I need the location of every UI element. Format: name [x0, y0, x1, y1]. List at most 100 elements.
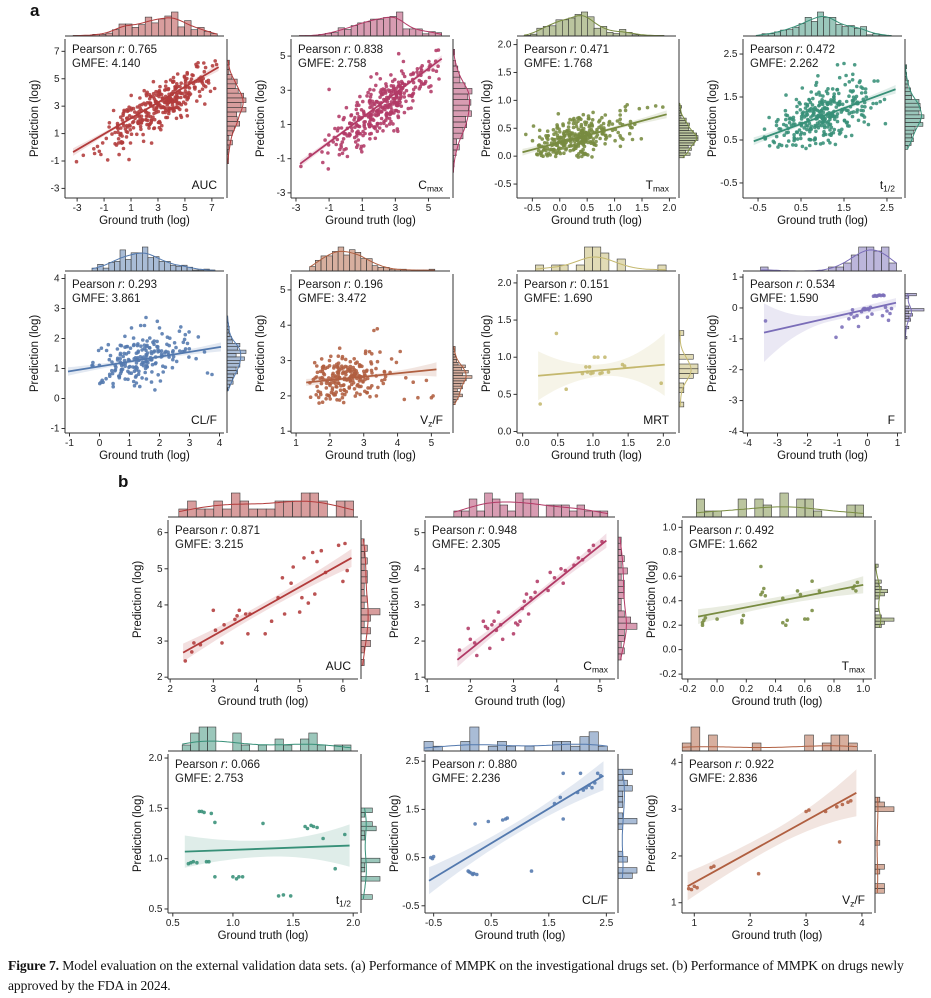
variable-label: AUC: [192, 178, 218, 192]
top-kde-curve: [309, 250, 435, 271]
stats-gmfe: GMFE: 2.236: [432, 773, 500, 785]
svg-text:4: 4: [395, 438, 401, 449]
stats-gmfe: GMFE: 3.472: [298, 293, 366, 305]
stats-pearson: Pearson r: 0.871: [175, 525, 260, 537]
jointplot-b-tmax: -0.2 0.0 0.2 0.4 0.6 0.8 1.0 -0.2 0.0 0.2 0.4 0.6 0.…: [646, 492, 895, 708]
jointplot-b-vzf: 1 2 3 4 1 2 3 4 Ground truth (log) Prediction (lo…: [646, 726, 895, 942]
svg-text:4: 4: [414, 564, 420, 575]
subplot-b-thalf: 0.5 1.0 1.5 2.0 0.5 1.0 1.5 2.0 Ground truth (lo…: [128, 721, 385, 956]
regression-line: [763, 301, 897, 334]
stats-pearson: Pearson r: 0.196: [298, 279, 383, 291]
svg-text:-1: -1: [65, 438, 74, 449]
svg-text:2.5: 2.5: [599, 918, 613, 929]
top-histogram: [523, 11, 665, 37]
svg-text:-3: -3: [729, 396, 738, 407]
svg-text:4: 4: [54, 274, 60, 285]
variable-label: t1/2: [336, 893, 351, 909]
svg-text:2.5: 2.5: [406, 756, 420, 767]
scatter-points: [299, 48, 441, 171]
svg-text:1.5: 1.5: [286, 918, 300, 929]
x-axis-label: Ground truth (log): [99, 450, 190, 462]
stats-gmfe: GMFE: 1.690: [524, 293, 592, 305]
svg-text:1.5: 1.5: [149, 803, 163, 814]
x-axis-label: Ground truth (log): [732, 696, 823, 708]
subplot-b-vzf: 1 2 3 4 1 2 3 4 Ground truth (log) Prediction (lo…: [642, 721, 899, 956]
x-axis-label: Ground truth (log): [325, 215, 416, 227]
right-histogram: [617, 536, 638, 661]
stats-gmfe: GMFE: 2.753: [175, 773, 243, 785]
svg-text:3: 3: [393, 203, 399, 214]
svg-text:1: 1: [293, 438, 299, 449]
jointplot-b-auc: 2 3 4 5 6 2 3 4 5 6 Ground truth (log) Prediction (…: [132, 492, 381, 708]
svg-text:-4: -4: [729, 426, 738, 437]
svg-text:6: 6: [157, 528, 163, 539]
stats-pearson: Pearson r: 0.066: [175, 759, 260, 771]
svg-text:1.5: 1.5: [542, 918, 556, 929]
svg-text:1.5: 1.5: [724, 92, 738, 103]
tick-labels: 0.5 1.0 1.5 2.0 0.5 1.0 1.5 2.0: [149, 753, 361, 929]
variable-label: CL/F: [582, 893, 608, 907]
y-axis-label: Prediction (log): [389, 795, 401, 873]
scatter-points: [524, 103, 665, 159]
regression-line: [456, 539, 607, 661]
regression-line: [182, 557, 352, 654]
svg-text:0.6: 0.6: [798, 684, 812, 695]
svg-text:2: 2: [414, 636, 420, 647]
variable-label: Tmax: [842, 659, 866, 675]
scatter-points: [686, 799, 853, 892]
caption-text: Model evaluation on the external validat…: [8, 958, 904, 994]
svg-text:0: 0: [54, 394, 60, 405]
svg-text:1: 1: [414, 672, 420, 683]
y-axis-label: Prediction (log): [29, 80, 41, 158]
svg-text:-0.5: -0.5: [749, 203, 767, 214]
svg-text:0.6: 0.6: [663, 571, 677, 582]
tick-labels: -4 -3 -2 -1 0 1 -4 -3 -2 -1 0 1: [729, 272, 901, 449]
figure-caption: Figure 7. Model evaluation on the extern…: [8, 956, 924, 997]
svg-text:5: 5: [297, 684, 303, 695]
svg-text:2: 2: [327, 438, 333, 449]
svg-text:7: 7: [54, 46, 60, 57]
svg-text:4: 4: [254, 684, 260, 695]
stats-pearson: Pearson r: 0.534: [750, 279, 836, 291]
jointplot-a-cmax: -3 -1 1 3 5 -3 -1 1 3 5 Ground truth (log) Predicti…: [255, 11, 473, 227]
svg-text:2.5: 2.5: [724, 49, 738, 60]
stats-gmfe: GMFE: 2.758: [298, 58, 366, 70]
variable-label: Cmax: [583, 659, 608, 675]
stats-pearson: Pearson r: 0.471: [524, 44, 609, 56]
top-histogram: [298, 11, 442, 37]
svg-text:2.5: 2.5: [880, 203, 894, 214]
jointplot-a-tmax: -0.5 0.0 0.5 1.0 1.5 2.0 -0.5 0.0 0.5 1.0 1.5 2.0 Gr…: [481, 11, 699, 227]
svg-text:0.0: 0.0: [498, 427, 512, 438]
svg-text:1: 1: [424, 684, 430, 695]
tick-labels: -3 -1 1 3 5 -3 -1 1 3 5: [277, 51, 432, 214]
svg-text:-4: -4: [743, 438, 752, 449]
subplot-a-cmax: -3 -1 1 3 5 -3 -1 1 3 5 Ground truth (log) Predicti…: [251, 6, 477, 241]
svg-text:5: 5: [426, 203, 432, 214]
tick-labels: 1 2 3 4 5 1 2 3 4 5: [280, 285, 435, 449]
right-histogram: [226, 315, 247, 392]
tick-labels: 2 3 4 5 6 2 3 4 5 6: [157, 528, 346, 695]
variable-label: Tmax: [646, 178, 670, 194]
svg-text:1.0: 1.0: [586, 438, 600, 449]
scatter-points: [429, 771, 603, 877]
svg-text:-1: -1: [51, 424, 60, 435]
svg-text:3: 3: [361, 438, 367, 449]
scatter-points: [186, 809, 347, 898]
jointplot-a-thalf: -0.5 0.5 1.5 2.5 -0.5 0.5 1.5 2.5 Ground truth (…: [707, 11, 925, 227]
subplot-a-tmax: -0.5 0.0 0.5 1.0 1.5 2.0 -0.5 0.0 0.5 1.0 1.5 2.0 Gr…: [477, 6, 703, 241]
svg-text:1: 1: [280, 426, 286, 437]
svg-text:0.5: 0.5: [551, 438, 565, 449]
svg-text:0.0: 0.0: [498, 151, 512, 162]
svg-text:0.0: 0.0: [516, 438, 530, 449]
subplot-b-tmax: -0.2 0.0 0.2 0.4 0.6 0.8 1.0 -0.2 0.0 0.2 0.4 0.6 0.…: [642, 487, 899, 722]
x-axis-label: Ground truth (log): [99, 215, 190, 227]
top-histogram: [91, 246, 216, 272]
svg-text:0.0: 0.0: [553, 203, 567, 214]
svg-text:6: 6: [340, 684, 346, 695]
svg-text:5: 5: [280, 51, 286, 62]
top-histogram: [309, 246, 436, 272]
y-axis-label: Prediction (log): [707, 315, 719, 393]
svg-text:1: 1: [127, 438, 133, 449]
stats-pearson: Pearson r: 0.838: [298, 44, 383, 56]
top-kde-curve: [299, 16, 442, 37]
